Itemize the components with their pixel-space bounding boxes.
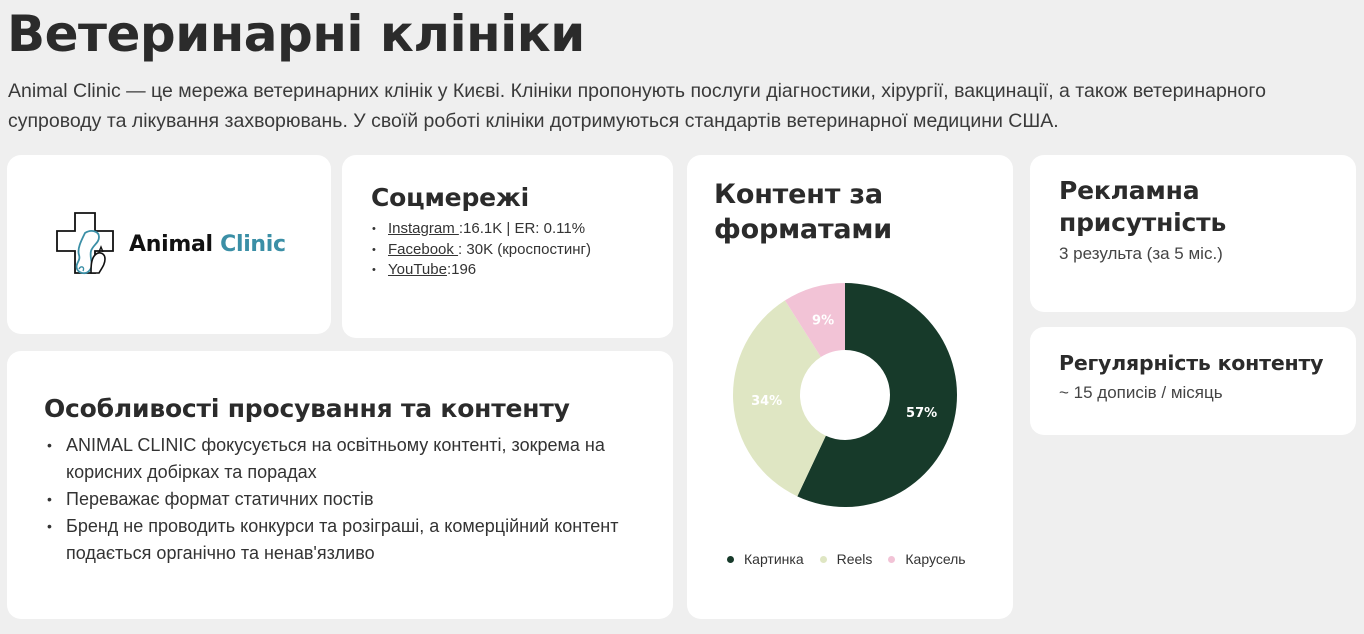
features-card: Особливості просування та контенту ANIMA… — [7, 351, 673, 619]
legend-item-2: Reels — [819, 551, 873, 567]
instagram-link[interactable]: Instagram — [388, 220, 459, 237]
brand-logo: Animal Clinic — [55, 211, 286, 277]
features-title: Особливості просування та контенту — [44, 394, 570, 423]
feature-item: Переважає формат статичних постів — [47, 486, 627, 513]
clinic-cross-pets-icon — [56, 212, 114, 275]
donut-label-2: 34% — [751, 394, 782, 409]
legend-label: Карусель — [905, 551, 966, 567]
youtube-stats: :196 — [446, 261, 477, 278]
instagram-stats: :16.1K | ER: 0.11% — [458, 220, 586, 237]
feature-item: Бренд не проводить конкурси та розіграші… — [47, 513, 627, 567]
social-item-facebook: Facebook : 30K (кроспостинг) — [372, 240, 591, 261]
page-description: Animal Clinic — це мережа ветеринарних к… — [8, 80, 1266, 132]
logo-word-animal: Animal — [129, 231, 213, 257]
facebook-link[interactable]: Facebook — [388, 240, 459, 258]
legend-item-3: Карусель — [888, 551, 966, 567]
donut-label-1: 57% — [906, 406, 937, 421]
donut-slice-2 — [733, 300, 826, 497]
regularity-title: Регулярність контенту — [1059, 351, 1324, 375]
ads-card: Рекламна присутність 3 результа (за 5 мі… — [1030, 155, 1356, 312]
regularity-card: Регулярність контенту ~ 15 дописів / міс… — [1030, 327, 1356, 435]
legend-swatch — [727, 555, 734, 563]
legend-label: Картинка — [744, 551, 804, 567]
social-item-youtube: YouTube:196 — [372, 260, 591, 281]
donut-slice-3 — [784, 283, 845, 358]
regularity-value: ~ 15 дописів / місяць — [1059, 383, 1223, 402]
feature-item: ANIMAL CLINIC фокусується на освітньому … — [47, 432, 627, 486]
donut-slice-1 — [797, 283, 957, 507]
logo-card: Animal Clinic — [7, 155, 331, 334]
chart-legend: Картинка Reels Карусель — [727, 551, 966, 567]
donut-label-3: 9% — [812, 314, 834, 329]
legend-item-1: Картинка — [727, 551, 804, 567]
chart-title: Контент за форматами — [714, 179, 893, 245]
social-title: Соцмережі — [371, 183, 529, 212]
youtube-link[interactable]: YouTube — [388, 261, 447, 278]
social-card: Соцмережі Instagram :16.1K | ER: 0.11% F… — [342, 155, 673, 338]
logo-word-clinic: Clinic — [220, 231, 286, 257]
ads-value: 3 результа (за 5 міс.) — [1059, 244, 1223, 263]
social-item-instagram: Instagram :16.1K | ER: 0.11% — [372, 219, 591, 240]
ads-title: Рекламна присутність — [1059, 176, 1227, 237]
legend-label: Reels — [836, 551, 873, 567]
donut-chart: 57% 34% 9% — [733, 283, 957, 507]
legend-swatch — [819, 555, 827, 563]
features-list: ANIMAL CLINIC фокусується на освітньому … — [47, 432, 627, 567]
page-title: Ветеринарні клініки — [7, 5, 585, 63]
legend-swatch — [888, 555, 896, 563]
social-list: Instagram :16.1K | ER: 0.11% Facebook : … — [372, 219, 591, 281]
content-formats-card: Контент за форматами 57% 34% 9% Картинка Re… — [687, 155, 1013, 619]
facebook-stats: : 30K (кроспостинг) — [458, 240, 591, 258]
